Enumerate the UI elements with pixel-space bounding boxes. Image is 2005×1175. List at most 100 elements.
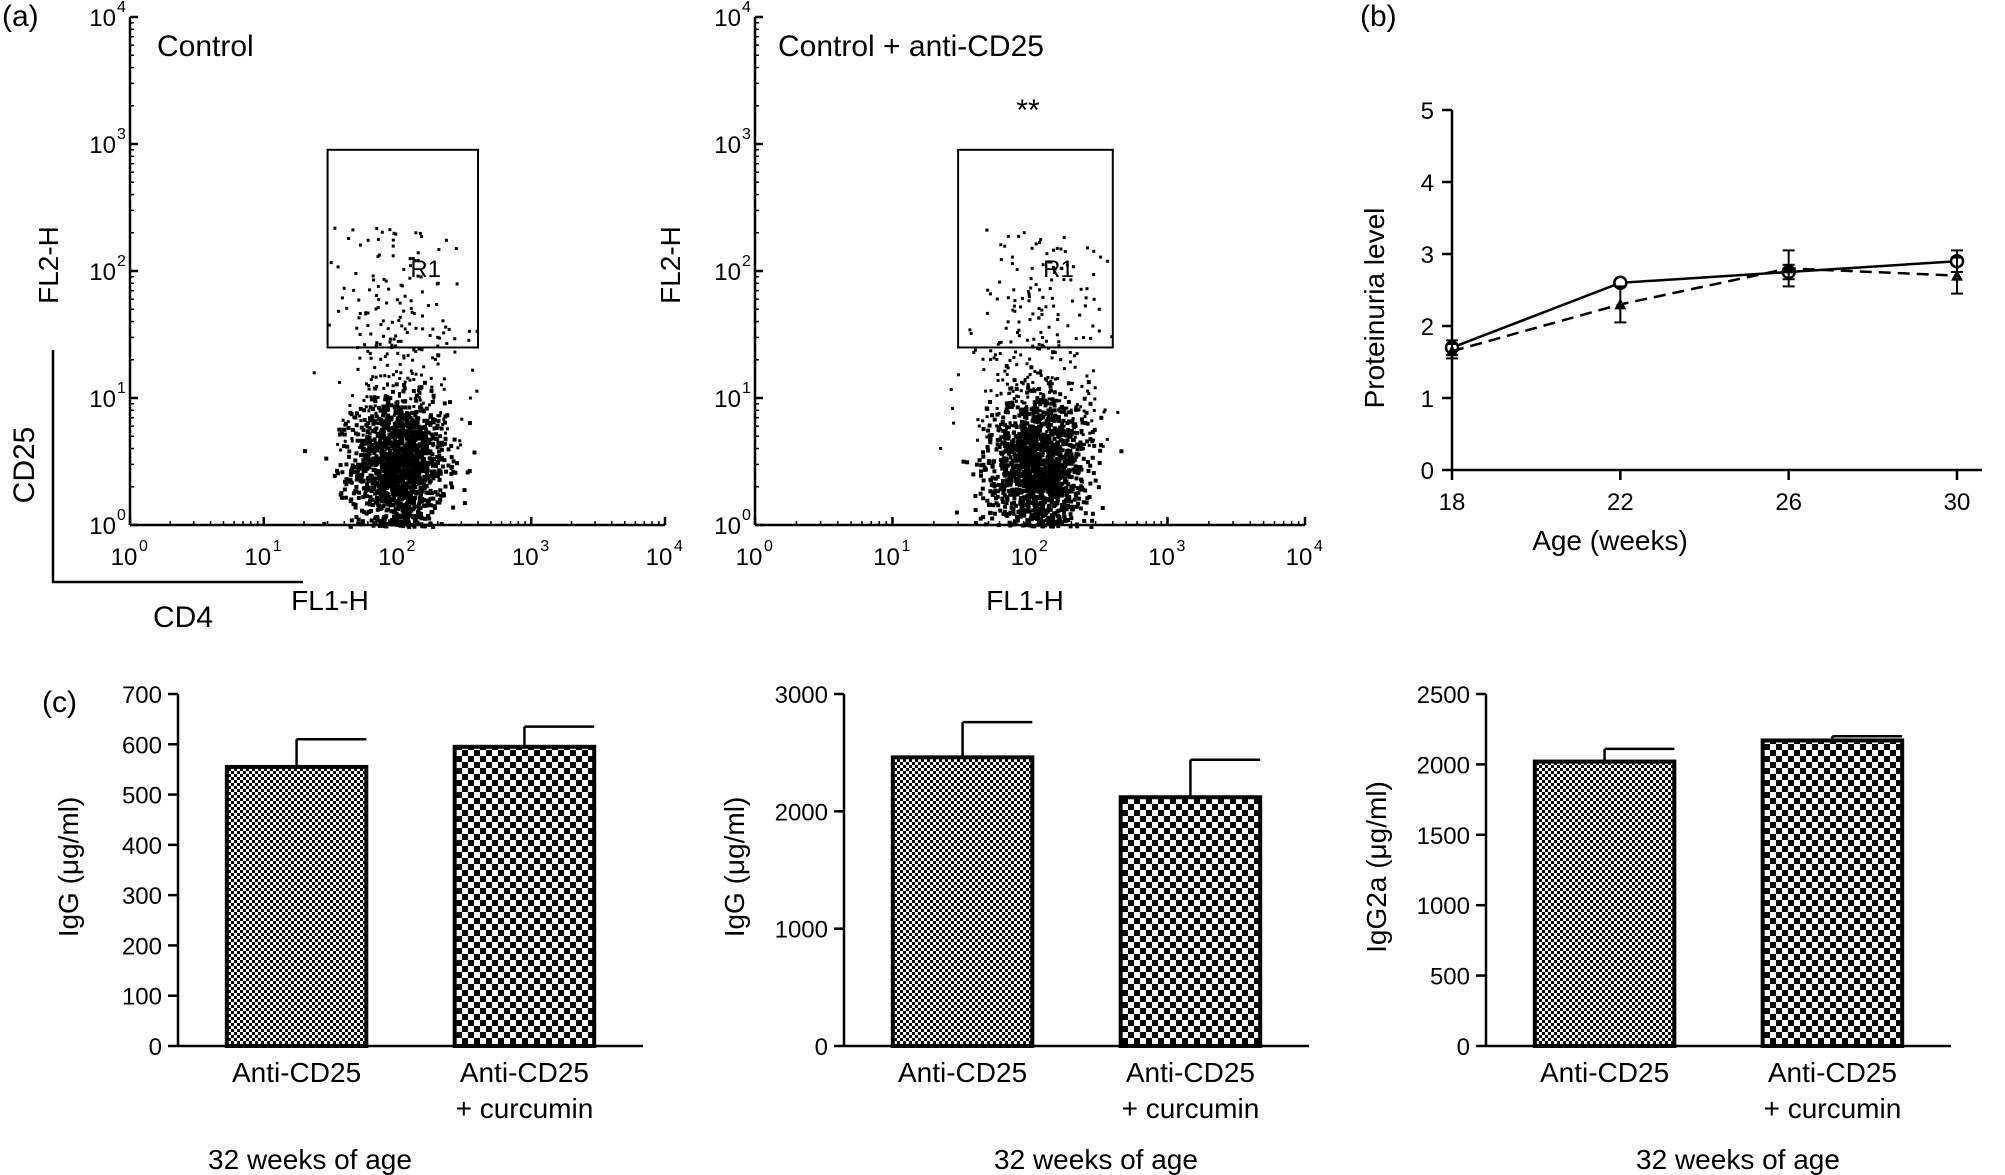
event-dot: [1015, 465, 1020, 470]
event-dot: [1106, 259, 1109, 263]
event-dot: [399, 339, 403, 343]
event-dot: [353, 431, 358, 436]
x-tick-exponent: 2: [407, 538, 416, 555]
event-dot: [1052, 493, 1056, 498]
event-dot: [373, 395, 377, 399]
event-dot: [1001, 422, 1005, 426]
event-dot: [370, 497, 375, 502]
y-tick-exponent: 4: [742, 0, 751, 16]
event-dot: [1040, 336, 1044, 339]
event-dot: [428, 488, 433, 493]
event-dot: [370, 445, 374, 449]
event-dot: [460, 417, 464, 421]
event-dot: [454, 247, 458, 250]
event-dot: [406, 442, 410, 446]
bar: [1532, 759, 1677, 1048]
x-tick-label: 10: [736, 544, 763, 571]
event-dot: [1070, 507, 1075, 512]
event-dot: [1015, 492, 1020, 497]
event-dot: [1047, 480, 1052, 485]
event-dot: [376, 444, 380, 448]
event-dot: [451, 469, 456, 474]
event-dot: [384, 411, 388, 415]
event-dot: [1069, 461, 1074, 466]
event-dot: [372, 521, 377, 526]
event-dot: [382, 449, 387, 454]
event-dot: [440, 383, 443, 387]
event-dot: [373, 456, 378, 461]
event-dot: [402, 267, 406, 271]
event-dot: [1074, 337, 1078, 341]
event-dot: [1060, 520, 1064, 525]
event-dot: [1052, 482, 1057, 487]
event-dot: [402, 502, 407, 507]
event-dot: [1041, 484, 1046, 489]
event-dot: [394, 401, 398, 405]
event-dot: [397, 319, 401, 322]
event-dot: [1052, 472, 1057, 477]
event-dot: [1043, 460, 1048, 465]
event-dot: [1049, 410, 1054, 415]
event-dot: [1052, 248, 1055, 252]
y-tick-exponent: 0: [117, 507, 126, 524]
event-dot: [398, 377, 402, 380]
event-dot: [1030, 388, 1035, 393]
y-tick-label: 0: [149, 1034, 162, 1061]
event-dot: [1064, 498, 1069, 503]
event-dot: [1039, 374, 1043, 377]
event-dot: [403, 422, 408, 427]
event-dot: [359, 425, 364, 430]
event-dot: [1062, 454, 1067, 459]
event-dot: [430, 474, 435, 478]
event-dot: [420, 348, 424, 352]
y-tick-label: 5: [1421, 98, 1434, 125]
event-dot: [366, 238, 370, 242]
event-dot: [1022, 464, 1027, 469]
event-dot: [1012, 397, 1016, 401]
event-dot: [1090, 419, 1094, 423]
event-dot: [992, 469, 997, 474]
event-dot: [354, 423, 359, 428]
event-dot: [416, 416, 421, 421]
event-dot: [989, 358, 993, 362]
event-dot: [1029, 494, 1033, 499]
event-dot: [436, 460, 440, 465]
y-tick-label: 10: [714, 513, 741, 540]
event-dot: [337, 427, 342, 432]
y-tick-label: 2000: [1417, 752, 1470, 779]
event-dot: [1062, 236, 1066, 239]
event-dot: [369, 397, 374, 402]
event-dot: [993, 488, 998, 493]
event-dot: [1051, 515, 1056, 520]
event-dot: [436, 335, 440, 339]
event-dot: [392, 449, 397, 454]
event-dot: [363, 491, 368, 496]
event-dot: [1057, 408, 1060, 412]
event-dot: [455, 461, 459, 466]
event-dot: [998, 437, 1002, 442]
event-dot: [329, 261, 333, 265]
event-dot: [372, 437, 377, 442]
event-dot: [370, 418, 375, 423]
event-dot: [375, 481, 380, 486]
event-dot: [1092, 427, 1097, 432]
event-dot: [417, 500, 422, 505]
event-dot: [406, 425, 409, 429]
event-dot: [1038, 241, 1041, 244]
event-dot: [1097, 329, 1101, 333]
x-tick-label: 10: [111, 544, 138, 571]
event-dot: [408, 450, 413, 455]
event-dot: [394, 344, 398, 348]
y-tick-exponent: 1: [742, 380, 751, 397]
event-dot: [419, 516, 424, 521]
event-dot: [1013, 299, 1017, 303]
event-dot: [413, 454, 418, 459]
event-dot: [443, 414, 448, 419]
event-dot: [1064, 507, 1069, 512]
event-dot: [353, 415, 358, 420]
y-tick-label: 100: [122, 984, 162, 1011]
event-dot: [1022, 495, 1027, 500]
event-dot: [412, 420, 416, 424]
event-dot: [414, 397, 417, 400]
